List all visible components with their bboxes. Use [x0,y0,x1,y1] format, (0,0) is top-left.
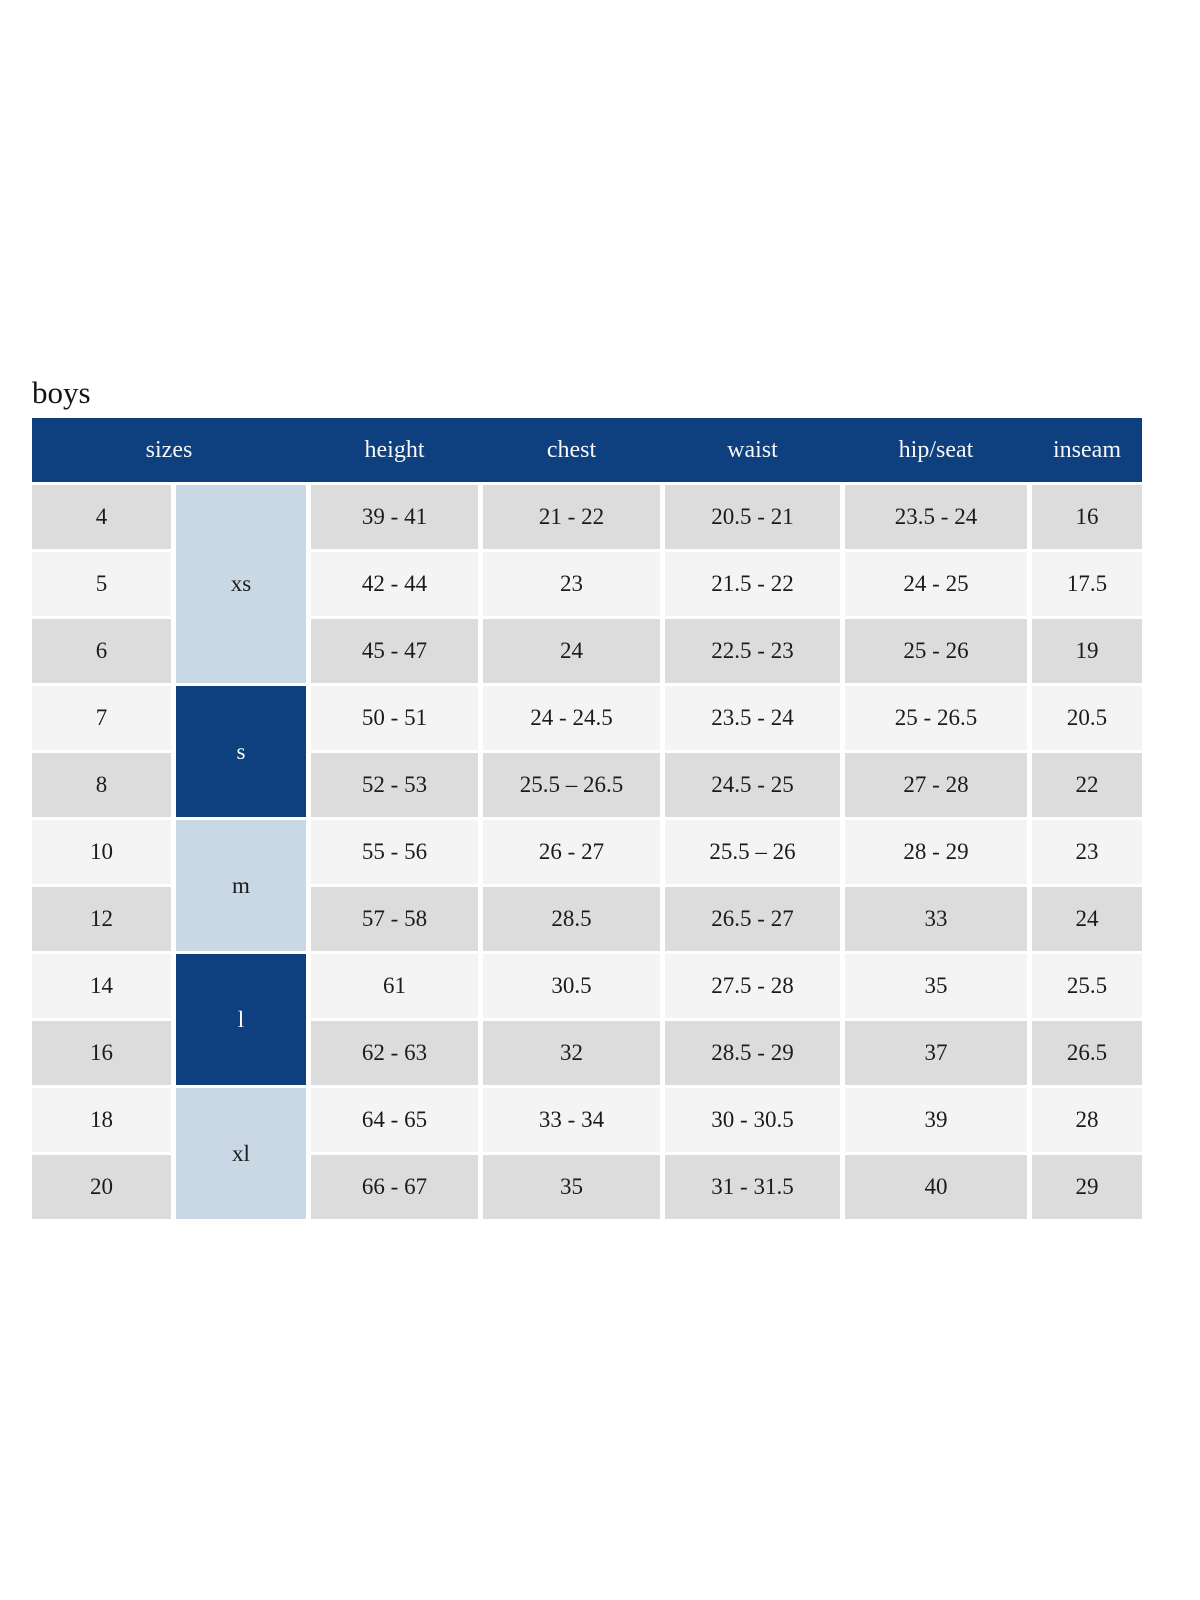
inseam-cell: 23 [1032,820,1142,884]
height-cell: 55 - 56 [311,820,478,884]
size-cell: 12 [32,887,171,951]
chest-cell: 30.5 [483,954,660,1018]
size-cell: 7 [32,686,171,750]
hip-seat-cell: 23.5 - 24 [845,485,1027,549]
waist-cell: 28.5 - 29 [665,1021,840,1085]
column-header-sizes: sizes [145,436,193,463]
hip-seat-cell: 27 - 28 [845,753,1027,817]
chest-cell: 28.5 [483,887,660,951]
height-cell: 42 - 44 [311,552,478,616]
hip-seat-cell: 35 [845,954,1027,1018]
waist-cell: 31 - 31.5 [665,1155,840,1219]
waist-cell: 26.5 - 27 [665,887,840,951]
inseam-cell: 20.5 [1032,686,1142,750]
page-title: boys [32,375,91,410]
waist-cell: 21.5 - 22 [665,552,840,616]
inseam-cell: 22 [1032,753,1142,817]
column-header-waist: waist [727,436,778,463]
inseam-cell: 29 [1032,1155,1142,1219]
size-cell: 20 [32,1155,171,1219]
waist-cell: 23.5 - 24 [665,686,840,750]
chest-cell: 25.5 – 26.5 [483,753,660,817]
hip-seat-cell: 40 [845,1155,1027,1219]
size-cell: 4 [32,485,171,549]
size-cell: 8 [32,753,171,817]
height-cell: 45 - 47 [311,619,478,683]
waist-cell: 30 - 30.5 [665,1088,840,1152]
chest-cell: 23 [483,552,660,616]
hip-seat-cell: 28 - 29 [845,820,1027,884]
waist-cell: 22.5 - 23 [665,619,840,683]
column-header-chest: chest [546,436,597,463]
inseam-cell: 25.5 [1032,954,1142,1018]
chest-cell: 35 [483,1155,660,1219]
size-group-cell-s: s [176,686,306,817]
height-cell: 62 - 63 [311,1021,478,1085]
hip-seat-cell: 25 - 26 [845,619,1027,683]
hip-seat-cell: 37 [845,1021,1027,1085]
height-cell: 61 [311,954,478,1018]
inseam-cell: 24 [1032,887,1142,951]
height-cell: 64 - 65 [311,1088,478,1152]
size-cell: 16 [32,1021,171,1085]
chest-cell: 32 [483,1021,660,1085]
column-header-inseam: inseam [1053,436,1121,463]
chest-cell: 24 [483,619,660,683]
height-cell: 39 - 41 [311,485,478,549]
inseam-cell: 28 [1032,1088,1142,1152]
size-chart-section: boys sizes height chest waist hip/seat i… [32,377,1142,1219]
column-header-height: height [364,436,425,463]
boys-size-table: sizes height chest waist hip/seat inseam… [32,418,1142,1219]
size-group-cell-l: l [176,954,306,1085]
chest-cell: 21 - 22 [483,485,660,549]
chest-cell: 24 - 24.5 [483,686,660,750]
hip-seat-cell: 33 [845,887,1027,951]
hip-seat-cell: 24 - 25 [845,552,1027,616]
size-cell: 6 [32,619,171,683]
height-cell: 52 - 53 [311,753,478,817]
size-group-cell-m: m [176,820,306,951]
height-cell: 66 - 67 [311,1155,478,1219]
size-cell: 5 [32,552,171,616]
height-cell: 57 - 58 [311,887,478,951]
waist-cell: 20.5 - 21 [665,485,840,549]
size-cell: 10 [32,820,171,884]
size-cell: 14 [32,954,171,1018]
hip-seat-cell: 25 - 26.5 [845,686,1027,750]
size-group-cell-xs: xs [176,485,306,683]
waist-cell: 27.5 - 28 [665,954,840,1018]
inseam-cell: 26.5 [1032,1021,1142,1085]
chest-cell: 33 - 34 [483,1088,660,1152]
height-cell: 50 - 51 [311,686,478,750]
size-cell: 18 [32,1088,171,1152]
table-header-row: sizes height chest waist hip/seat inseam [32,418,1142,482]
column-header-hip-seat: hip/seat [898,436,974,463]
inseam-cell: 16 [1032,485,1142,549]
chest-cell: 26 - 27 [483,820,660,884]
hip-seat-cell: 39 [845,1088,1027,1152]
inseam-cell: 19 [1032,619,1142,683]
inseam-cell: 17.5 [1032,552,1142,616]
size-group-cell-xl: xl [176,1088,306,1219]
waist-cell: 25.5 – 26 [665,820,840,884]
waist-cell: 24.5 - 25 [665,753,840,817]
